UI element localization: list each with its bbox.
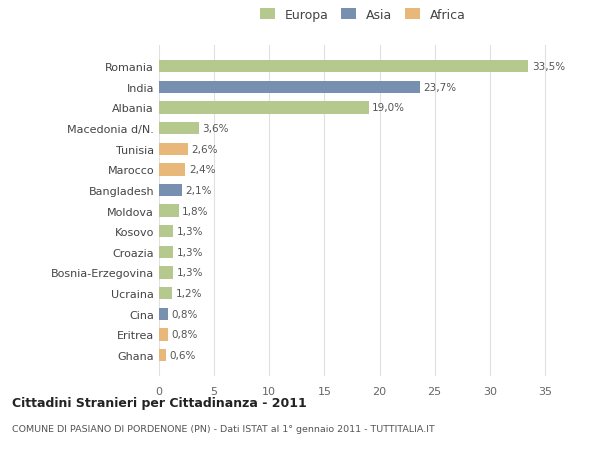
Text: 1,8%: 1,8% xyxy=(182,206,209,216)
Bar xyxy=(159,349,166,361)
Text: 0,8%: 0,8% xyxy=(171,309,197,319)
Text: 1,3%: 1,3% xyxy=(176,247,203,257)
Bar xyxy=(159,61,529,73)
Text: 1,2%: 1,2% xyxy=(176,288,202,298)
Text: 2,1%: 2,1% xyxy=(185,185,212,196)
Bar xyxy=(159,329,168,341)
Bar xyxy=(159,308,168,320)
Bar xyxy=(159,225,173,238)
Text: 2,6%: 2,6% xyxy=(191,145,217,154)
Bar xyxy=(159,143,188,156)
Bar xyxy=(159,123,199,135)
Bar xyxy=(159,205,179,217)
Text: 3,6%: 3,6% xyxy=(202,124,229,134)
Bar xyxy=(159,164,185,176)
Text: 1,3%: 1,3% xyxy=(176,268,203,278)
Bar xyxy=(159,185,182,197)
Text: 1,3%: 1,3% xyxy=(176,227,203,237)
Legend: Europa, Asia, Africa: Europa, Asia, Africa xyxy=(257,6,469,24)
Bar xyxy=(159,267,173,279)
Bar xyxy=(159,246,173,258)
Bar xyxy=(159,102,368,114)
Bar xyxy=(159,82,421,94)
Text: 2,4%: 2,4% xyxy=(189,165,215,175)
Text: 0,8%: 0,8% xyxy=(171,330,197,340)
Text: 19,0%: 19,0% xyxy=(372,103,405,113)
Text: 0,6%: 0,6% xyxy=(169,350,195,360)
Text: 33,5%: 33,5% xyxy=(532,62,565,72)
Bar xyxy=(159,287,172,300)
Text: COMUNE DI PASIANO DI PORDENONE (PN) - Dati ISTAT al 1° gennaio 2011 - TUTTITALIA: COMUNE DI PASIANO DI PORDENONE (PN) - Da… xyxy=(12,425,435,433)
Text: 23,7%: 23,7% xyxy=(424,83,457,93)
Text: Cittadini Stranieri per Cittadinanza - 2011: Cittadini Stranieri per Cittadinanza - 2… xyxy=(12,396,307,409)
